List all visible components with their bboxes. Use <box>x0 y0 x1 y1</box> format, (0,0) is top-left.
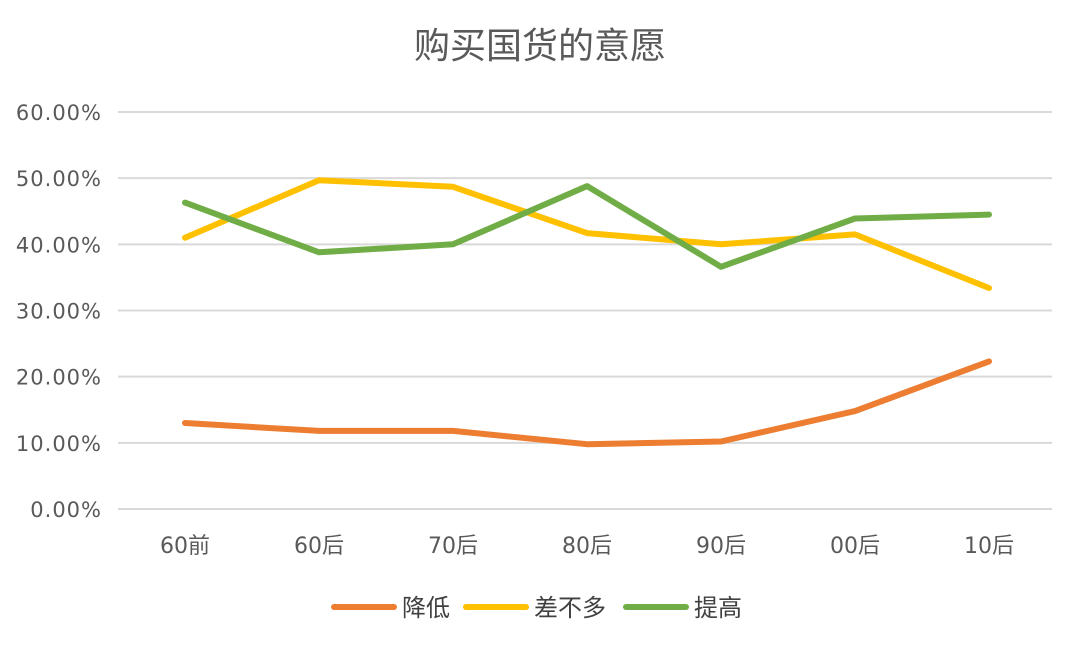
legend-label: 差不多 <box>534 594 606 622</box>
x-axis-tick-labels: 60前 60后 70后 80后 90后 00后 10后 <box>160 534 1014 559</box>
y-tick-label: 0.00% <box>30 498 102 522</box>
x-tick-label: 60前 <box>160 534 210 559</box>
series-line-2 <box>182 177 992 291</box>
legend-item: 提高 <box>623 594 742 622</box>
x-tick-label: 10后 <box>964 534 1014 559</box>
x-tick-label: 90后 <box>696 534 746 559</box>
legend-label: 降低 <box>402 594 450 622</box>
gridlines <box>118 111 1052 510</box>
y-tick-label: 30.00% <box>16 300 102 324</box>
y-tick-label: 40.00% <box>16 233 102 257</box>
x-tick-label: 70后 <box>428 534 478 559</box>
x-tick-label: 60后 <box>294 534 344 559</box>
chart-title: 购买国货的意愿 <box>414 26 666 67</box>
x-tick-label: 80后 <box>562 534 612 559</box>
legend: 降低 差不多 提高 <box>331 594 742 622</box>
series-line-1 <box>182 358 992 448</box>
legend-item: 降低 <box>331 594 450 622</box>
legend-item: 差不多 <box>463 594 606 622</box>
y-tick-label: 20.00% <box>16 366 102 390</box>
y-tick-label: 10.00% <box>16 432 102 456</box>
series-line-3 <box>182 183 992 270</box>
y-tick-label: 60.00% <box>16 101 102 125</box>
series-lines <box>182 177 992 448</box>
x-tick-label: 00后 <box>830 534 880 559</box>
legend-label: 提高 <box>694 594 742 622</box>
y-tick-label: 50.00% <box>16 167 102 191</box>
y-axis-tick-labels: 0.00% 10.00% 20.00% 30.00% 40.00% 50.00% 60.00… <box>16 101 102 522</box>
